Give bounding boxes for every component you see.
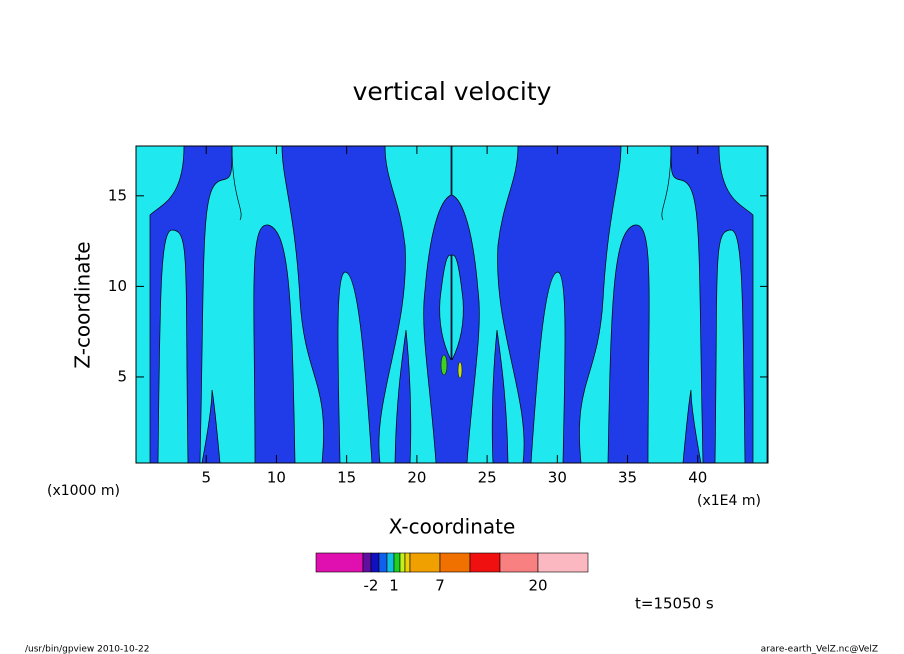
contour-region <box>136 146 185 463</box>
plot-frame <box>135 145 769 464</box>
x-tick-label: 25 <box>478 469 497 487</box>
x-axis-label: X-coordinate <box>389 515 516 539</box>
contour-region <box>337 271 373 463</box>
x-tick-label: 40 <box>688 469 707 487</box>
colorbar-segment <box>370 552 380 573</box>
y-scale-label: (x1000 m) <box>47 483 120 499</box>
colorbar-segment <box>399 552 406 573</box>
contour-region <box>439 254 452 361</box>
colorbar-segment <box>362 552 372 573</box>
y-axis-label: Z-coordinate <box>71 241 95 368</box>
footer-right: arare-earth_VelZ.nc@VelZ <box>761 645 878 654</box>
colorbar-tick-label: 1 <box>389 577 399 595</box>
colorbar-segment <box>499 552 539 573</box>
contour-field <box>136 146 768 463</box>
x-tick-label: 15 <box>337 469 356 487</box>
colorbar-segment <box>315 552 364 573</box>
x-scale-label: (x1E4 m) <box>697 493 761 509</box>
contour-region <box>394 329 412 463</box>
colorbar-tick-label: 7 <box>435 577 445 595</box>
contour-region <box>378 146 452 463</box>
y-tick-label: 5 <box>117 367 127 385</box>
colorbar-segment <box>378 552 388 573</box>
contour-region <box>201 389 221 463</box>
x-tick-label: 30 <box>548 469 567 487</box>
colorbar-segment <box>409 552 441 573</box>
y-tick-label: 15 <box>108 186 127 204</box>
contour-line <box>231 146 242 221</box>
colorbar-tick-label: -2 <box>364 577 379 595</box>
colorbar-segment <box>386 552 395 573</box>
colorbar-segment <box>537 552 589 573</box>
x-tick-label: 20 <box>407 469 426 487</box>
footer-left: /usr/bin/gpview 2010-10-22 <box>25 645 149 654</box>
contour-region <box>440 354 448 376</box>
colorbar-segment <box>393 552 401 573</box>
x-tick-label: 35 <box>618 469 637 487</box>
contour-region <box>199 146 324 463</box>
colorbar-tick-label: 20 <box>528 577 547 595</box>
colorbar-segment <box>469 552 501 573</box>
colorbar-segment <box>439 552 471 573</box>
chart-title: vertical velocity <box>353 77 552 106</box>
x-tick-label: 10 <box>267 469 286 487</box>
colorbar-segment <box>404 552 411 573</box>
time-label: t=15050 s <box>635 595 714 613</box>
contour-region <box>157 229 189 463</box>
x-tick-label: 5 <box>201 469 211 487</box>
y-tick-label: 10 <box>108 277 127 295</box>
contour-region <box>457 361 463 379</box>
